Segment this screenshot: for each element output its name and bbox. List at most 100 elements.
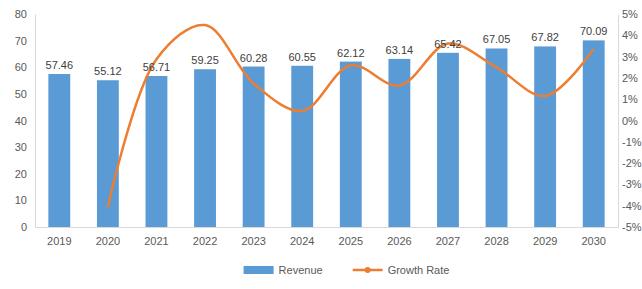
- x-tick: 2026: [387, 227, 411, 247]
- y-axis: 0 10 20 30 40 50 60 70 80: [15, 8, 36, 233]
- x-tick: 2021: [144, 227, 168, 247]
- y-tick-label: 10: [15, 194, 27, 206]
- axis-line: [35, 15, 36, 228]
- y-tick-label: 70: [15, 35, 27, 47]
- axis-line: [618, 15, 619, 228]
- x-tick: 2030: [581, 227, 605, 247]
- axis-line: [36, 227, 619, 228]
- y-tick: 40: [15, 115, 35, 127]
- y-tick: 80: [15, 8, 35, 20]
- y-tick-label: 80: [15, 8, 27, 20]
- y2-tick: 5%: [618, 8, 638, 20]
- legend-label: Growth Rate: [388, 264, 450, 276]
- x-tick: 2023: [241, 227, 265, 247]
- y2-tick-label: -3%: [622, 178, 642, 190]
- bar: [583, 40, 605, 227]
- y2-tick: -5%: [618, 221, 642, 233]
- bar: [291, 66, 313, 227]
- y2-tick-label: 1%: [622, 93, 638, 105]
- x-tick-label: 2025: [339, 235, 363, 247]
- legend-marker: [365, 267, 371, 273]
- x-tick: 2020: [96, 227, 120, 247]
- y2-tick-label: -1%: [622, 136, 642, 148]
- x-tick: 2027: [436, 227, 460, 247]
- data-labels: 57.46 55.12 56.71 59.25 60.28 60.55 62.12 63.14…: [46, 25, 608, 77]
- x-tick-label: 2030: [581, 235, 605, 247]
- y-tick-label: 30: [15, 141, 27, 153]
- legend-swatch: [244, 266, 274, 274]
- y-tick: 10: [15, 194, 35, 206]
- y2-tick-label: 4%: [622, 29, 638, 41]
- data-label: 67.82: [531, 31, 559, 43]
- x-tick: 2029: [533, 227, 557, 247]
- data-label: 70.09: [580, 25, 608, 37]
- y2-tick-label: 3%: [622, 51, 638, 63]
- y2-tick: -1%: [618, 136, 642, 148]
- x-tick-label: 2021: [144, 235, 168, 247]
- data-label: 60.55: [288, 51, 316, 63]
- x-tick: 2024: [290, 227, 314, 247]
- y-tick-label: 0: [21, 221, 27, 233]
- x-tick-label: 2024: [290, 235, 314, 247]
- chart: 01020304050607080-5%-4%-3%-2%-1%0%1%2%3%…: [0, 0, 642, 289]
- x-tick-label: 2023: [241, 235, 265, 247]
- y-tick: 50: [15, 88, 35, 100]
- y2-tick: -2%: [618, 157, 642, 169]
- x-tick-label: 2022: [193, 235, 217, 247]
- x-tick: 2019: [47, 227, 71, 247]
- y2-tick: 4%: [618, 29, 638, 41]
- data-label: 59.25: [191, 54, 219, 66]
- y2-tick: 2%: [618, 72, 638, 84]
- data-label: 63.14: [386, 44, 414, 56]
- y2-tick: 3%: [618, 51, 638, 63]
- bar: [437, 53, 459, 227]
- data-label: 57.46: [46, 59, 74, 71]
- legend-label: Revenue: [279, 264, 323, 276]
- x-axis: 2019 2020 2021 2022 2023 2024 2025 2026 2027 2028…: [36, 227, 619, 247]
- data-label: 56.71: [143, 61, 171, 73]
- x-tick-label: 2026: [387, 235, 411, 247]
- x-tick-label: 2020: [96, 235, 120, 247]
- y2-tick-label: 2%: [622, 72, 638, 84]
- y2-tick: 0%: [618, 115, 638, 127]
- y-tick: 0: [21, 221, 35, 233]
- y2-tick: -4%: [618, 200, 642, 212]
- data-label: 55.12: [94, 65, 122, 77]
- y-tick: 70: [15, 35, 35, 47]
- y2-tick: 1%: [618, 93, 638, 105]
- x-tick-label: 2029: [533, 235, 557, 247]
- bar: [194, 69, 216, 227]
- x-tick-label: 2028: [484, 235, 508, 247]
- bar: [534, 46, 556, 227]
- y2-tick-label: 0%: [622, 115, 638, 127]
- y-tick-label: 50: [15, 88, 27, 100]
- data-label: 67.05: [483, 33, 511, 45]
- x-tick: 2022: [193, 227, 217, 247]
- legend-item: Growth Rate: [353, 264, 450, 276]
- plot-area: [48, 25, 604, 227]
- y2-tick-label: -5%: [622, 221, 642, 233]
- legend: Revenue Growth Rate: [244, 264, 450, 276]
- data-label: 65.42: [434, 38, 462, 50]
- bar: [48, 74, 70, 227]
- y2-tick-label: 5%: [622, 8, 638, 20]
- y-tick: 20: [15, 168, 35, 180]
- bar: [486, 48, 508, 227]
- y-tick-label: 40: [15, 115, 27, 127]
- y2-tick: -3%: [618, 178, 642, 190]
- y-tick-label: 20: [15, 168, 27, 180]
- x-tick-label: 2019: [47, 235, 71, 247]
- x-tick-label: 2027: [436, 235, 460, 247]
- y-tick: 30: [15, 141, 35, 153]
- y2-axis: -5% -4% -3% -2% -1% 0% 1% 2% 3% 4% 5%: [618, 8, 642, 233]
- y2-tick-label: -2%: [622, 157, 642, 169]
- legend-item: Revenue: [244, 264, 323, 276]
- y-tick-label: 60: [15, 61, 27, 73]
- x-tick: 2025: [339, 227, 363, 247]
- data-label: 62.12: [337, 47, 365, 59]
- data-label: 60.28: [240, 52, 268, 64]
- line: [108, 25, 594, 207]
- x-tick: 2028: [484, 227, 508, 247]
- y-tick: 60: [15, 61, 35, 73]
- y2-tick-label: -4%: [622, 200, 642, 212]
